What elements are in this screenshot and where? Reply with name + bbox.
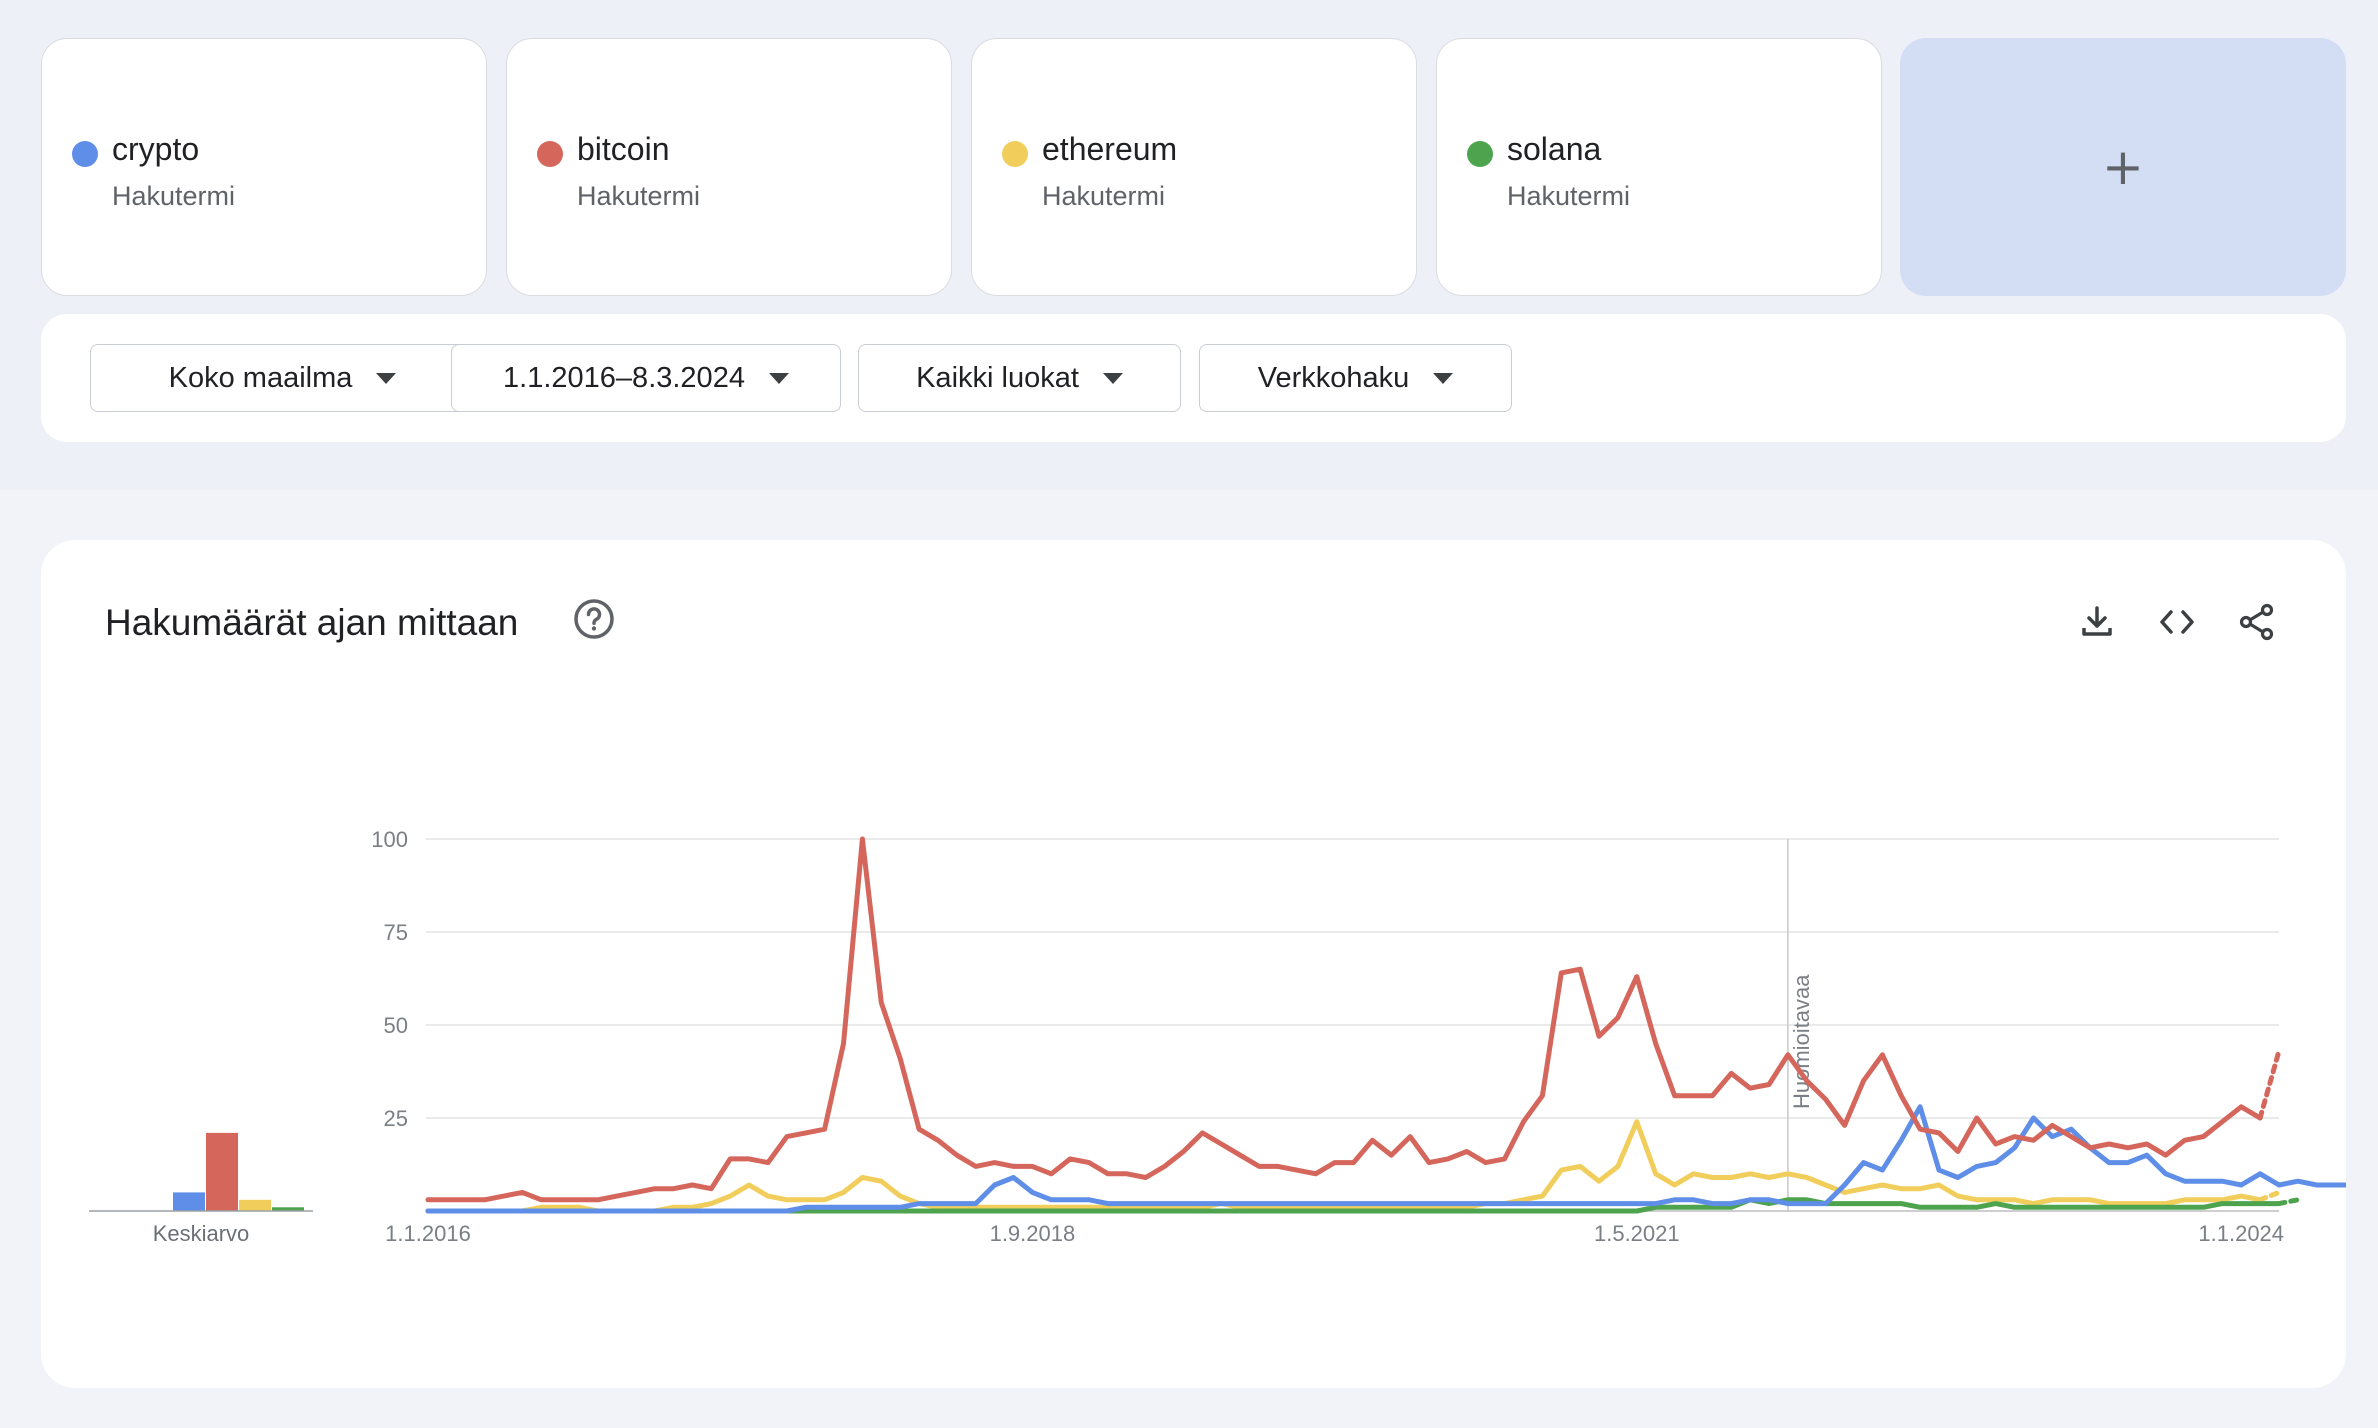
help-icon[interactable] — [573, 598, 615, 640]
term-color-dot — [537, 141, 563, 167]
search-type-dropdown[interactable]: Verkkohaku — [1199, 344, 1512, 412]
series-line-ethereum — [425, 1119, 2263, 1214]
x-tick-label: 1.1.2024 — [2198, 1221, 2284, 1246]
term-card-solana[interactable]: solana Hakutermi — [1436, 38, 1882, 296]
annotation-label: Huomioitavaa — [1789, 974, 1814, 1109]
date-range-label: 1.1.2016–8.3.2024 — [503, 361, 745, 394]
category-label: Kaikki luokat — [916, 361, 1079, 394]
term-color-dot — [1467, 141, 1493, 167]
region-label: Koko maailma — [168, 361, 353, 394]
series-partial-ethereum — [2257, 1189, 2282, 1203]
share-icon[interactable] — [2237, 602, 2277, 642]
term-type: Hakutermi — [577, 181, 701, 211]
series-partial-bitcoin — [2257, 1048, 2282, 1121]
term-name: solana — [1507, 131, 1602, 167]
term-card-crypto[interactable]: crypto Hakutermi — [41, 38, 487, 296]
x-tick-label: 1.9.2018 — [990, 1221, 1076, 1246]
interest-over-time-card: Hakumäärät ajan mittaan 25 50 75 100 1.1.201… — [41, 540, 2346, 1388]
term-name: ethereum — [1042, 131, 1178, 167]
y-tick-label: 100 — [371, 827, 408, 852]
average-bar-crypto — [173, 1192, 205, 1211]
average-label: Keskiarvo — [153, 1221, 250, 1246]
embed-icon[interactable] — [2157, 602, 2197, 642]
term-color-dot — [72, 141, 98, 167]
caret-down-icon — [376, 372, 397, 384]
average-bar-solana — [272, 1207, 304, 1211]
caret-down-icon — [1433, 372, 1454, 384]
interest-chart: 25 50 75 100 1.1.2016 1.9.2018 1.5.2021 1.1.202… — [89, 827, 2346, 1246]
category-dropdown[interactable]: Kaikki luokat — [858, 344, 1181, 412]
plus-icon: + — [2102, 138, 2144, 196]
chart-title: Hakumäärät ajan mittaan — [105, 602, 519, 643]
y-tick-label: 75 — [384, 920, 408, 945]
download-icon[interactable] — [2077, 602, 2117, 642]
term-name: crypto — [112, 131, 200, 167]
y-tick-label: 25 — [384, 1106, 408, 1131]
series-line-crypto — [425, 1104, 2346, 1214]
filter-bar: Koko maailma 1.1.2016–8.3.2024 Kaikki lu… — [41, 314, 2346, 442]
x-tick-label: 1.5.2021 — [1594, 1221, 1680, 1246]
term-type: Hakutermi — [1042, 181, 1166, 211]
term-card-ethereum[interactable]: ethereum Hakutermi — [971, 38, 1417, 296]
series-partial-solana — [2276, 1197, 2301, 1207]
region-dropdown[interactable]: Koko maailma — [90, 344, 475, 412]
add-term-button[interactable]: + — [1900, 38, 2346, 296]
average-bar-bitcoin — [206, 1132, 238, 1211]
term-color-dot — [1002, 141, 1028, 167]
y-tick-label: 50 — [384, 1013, 408, 1038]
term-type: Hakutermi — [112, 181, 236, 211]
average-bar-ethereum — [239, 1199, 271, 1211]
caret-down-icon — [1102, 372, 1123, 384]
search-type-label: Verkkohaku — [1257, 361, 1410, 394]
date-range-dropdown[interactable]: 1.1.2016–8.3.2024 — [451, 344, 841, 412]
term-type: Hakutermi — [1507, 181, 1631, 211]
caret-down-icon — [768, 372, 789, 384]
x-tick-label: 1.1.2016 — [385, 1221, 471, 1246]
term-card-bitcoin[interactable]: bitcoin Hakutermi — [506, 38, 952, 296]
term-name: bitcoin — [577, 131, 670, 167]
series-line-bitcoin — [425, 836, 2263, 1203]
